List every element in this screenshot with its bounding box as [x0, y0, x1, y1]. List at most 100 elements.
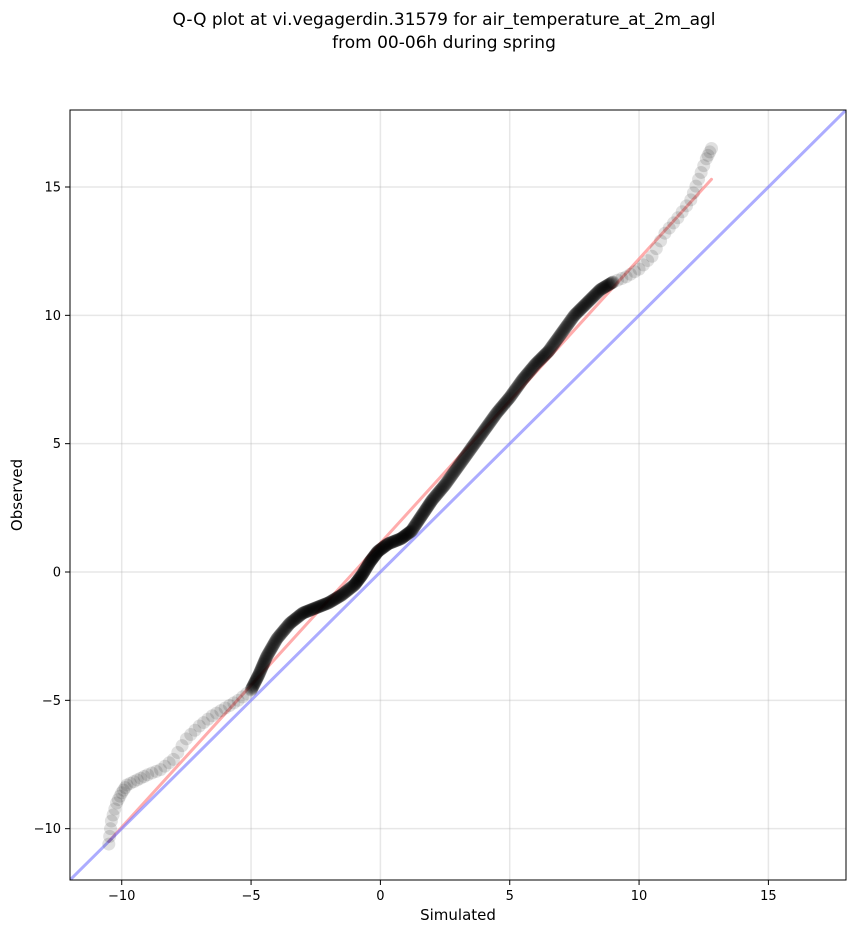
quantile-point — [490, 406, 504, 420]
quantile-point — [420, 501, 434, 515]
quantile-point — [405, 523, 419, 537]
quantile-point — [283, 616, 297, 630]
quantile-point — [407, 519, 421, 533]
quantile-point — [521, 367, 535, 381]
quantile-point — [115, 786, 129, 800]
quantile-point — [355, 568, 369, 582]
quantile-point — [542, 344, 556, 358]
quantile-point — [309, 601, 323, 615]
quantile-point — [512, 378, 526, 392]
quantile-point — [336, 587, 350, 601]
quantile-point — [416, 507, 430, 521]
quantile-point — [584, 292, 598, 306]
quantile-point — [431, 486, 445, 500]
quantile-point — [329, 591, 343, 605]
quantile-point — [473, 430, 487, 444]
quantile-point — [559, 320, 573, 334]
quantile-point — [497, 397, 511, 411]
quantile-point — [373, 543, 387, 557]
quantile-point — [461, 446, 475, 460]
quantile-point — [667, 216, 681, 230]
quantile-point — [504, 388, 518, 402]
quantile-point — [594, 282, 608, 296]
quantile-point — [446, 467, 460, 481]
quantile-point — [536, 350, 550, 364]
quantile-point — [551, 332, 565, 346]
quantile-point — [477, 424, 491, 438]
quantile-point — [429, 489, 443, 503]
quantile-point — [369, 547, 383, 561]
quantile-point — [141, 768, 155, 782]
quantile-point — [410, 516, 424, 530]
quantile-point — [528, 358, 542, 372]
quantile-point — [350, 575, 364, 589]
quantile-point — [427, 491, 441, 505]
quantile-point — [518, 370, 532, 384]
quantile-point — [467, 438, 481, 452]
quantile-point — [383, 536, 397, 550]
quantile-point — [585, 291, 599, 305]
quantile-point — [558, 322, 572, 336]
quantile-point — [484, 413, 498, 427]
quantile-point — [569, 307, 583, 321]
quantile-point — [588, 287, 602, 301]
quantile-point — [364, 553, 378, 567]
quantile-point — [519, 368, 533, 382]
quantile-point — [247, 677, 261, 691]
quantile-point — [422, 498, 436, 512]
quantile-point — [532, 353, 546, 367]
quantile-point — [368, 548, 382, 562]
quantile-point — [423, 496, 437, 510]
quantile-point — [581, 295, 595, 309]
quantile-point — [254, 662, 268, 676]
quantile-point — [413, 510, 427, 524]
quantile-point — [513, 376, 527, 390]
quantile-point — [363, 554, 377, 568]
quantile-point — [425, 494, 439, 508]
quantile-point — [388, 534, 402, 548]
quantile-point — [288, 612, 302, 626]
quantile-point — [658, 226, 672, 240]
quantile-point — [377, 540, 391, 554]
quantile-point — [636, 258, 650, 272]
quantile-point — [577, 299, 591, 313]
quantile-point — [474, 428, 488, 442]
quantile-point — [394, 532, 408, 546]
quantile-point — [441, 474, 455, 488]
quantile-point — [542, 344, 556, 358]
quantile-point — [409, 517, 423, 531]
quantile-point — [557, 323, 571, 337]
quantile-point — [385, 535, 399, 549]
quantile-point — [248, 675, 262, 689]
quantile-point — [694, 165, 708, 179]
quantile-point — [567, 309, 581, 323]
quantile-point — [449, 463, 463, 477]
quantile-point — [368, 548, 382, 562]
quantile-point — [560, 318, 574, 332]
quantile-point — [546, 338, 560, 352]
quantile-point — [283, 616, 297, 630]
quantile-point — [433, 484, 447, 498]
quantile-point — [411, 514, 425, 528]
quantile-point — [475, 426, 489, 440]
quantile-point — [371, 544, 385, 558]
quantile-point — [354, 570, 368, 584]
quantile-point — [526, 360, 540, 374]
quantile-point — [578, 298, 592, 312]
quantile-point — [347, 578, 361, 592]
quantile-point — [108, 802, 122, 816]
quantile-point — [417, 505, 431, 519]
quantile-point — [341, 583, 355, 597]
quantile-point — [645, 249, 659, 263]
quantile-point — [322, 596, 336, 610]
quantile-point — [498, 396, 512, 410]
quantile-point — [478, 422, 492, 436]
quantile-point — [364, 553, 378, 567]
quantile-point — [363, 555, 377, 569]
quantile-point — [515, 374, 529, 388]
quantile-point — [376, 540, 390, 554]
quantile-point — [493, 402, 507, 416]
quantile-point — [449, 462, 463, 476]
quantile-point — [249, 673, 263, 687]
quantile-point — [307, 602, 321, 616]
